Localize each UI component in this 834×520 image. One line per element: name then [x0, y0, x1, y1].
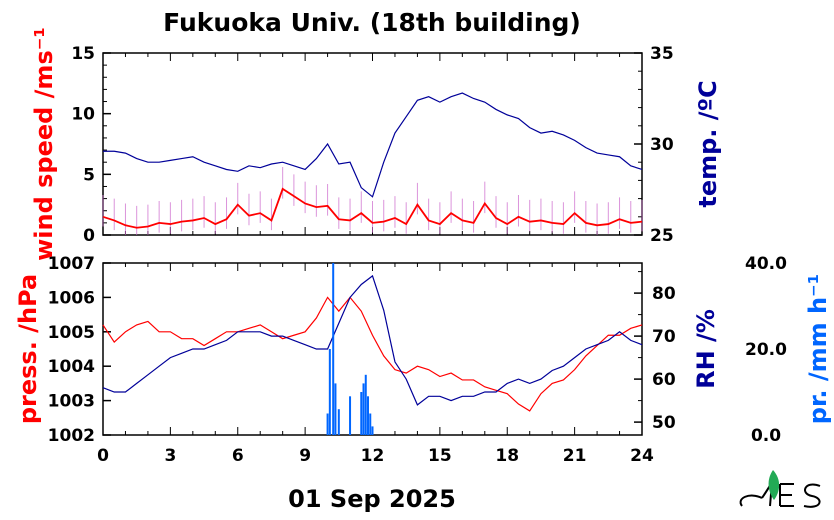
precip-bar	[369, 413, 372, 435]
pressure-tick-label: 1007	[48, 254, 95, 274]
hour-tick-label: 24	[630, 446, 654, 466]
hour-tick-label: 9	[299, 446, 311, 466]
bottom-x-axis: 0 3 6 9 12 15 18 21 24	[97, 263, 654, 466]
precip-bar	[337, 409, 340, 435]
precip-tick-label: 40.0	[745, 254, 787, 274]
wind-tick-label: 5	[83, 165, 95, 185]
precip-bar	[328, 349, 331, 435]
precip-bar	[362, 383, 365, 435]
hour-tick-label: 0	[97, 446, 109, 466]
top-panel: 0 5 10 15 25 30 35 wind speed /ms⁻¹ temp. /ºC	[30, 27, 722, 261]
pressure-tick-label: 1002	[48, 426, 95, 446]
rh-tick-label: 70	[652, 327, 676, 347]
wind-tick-label: 15	[71, 44, 95, 64]
rh-tick-label: 50	[652, 413, 676, 433]
hour-tick-label: 6	[232, 446, 244, 466]
rh-axis-label: RH /%	[692, 309, 720, 389]
precip-bar	[367, 396, 370, 435]
temp-tick-label: 35	[650, 44, 674, 64]
pressure-tick-label: 1006	[48, 288, 95, 308]
leaf-icon	[768, 470, 780, 500]
hour-tick-label: 15	[428, 446, 452, 466]
pressure-line	[102, 296, 643, 412]
wind-tick-label: 0	[83, 226, 95, 246]
temp-axis-label: temp. /ºC	[694, 80, 722, 207]
bottom-left-axis: 1002 1003 1004 1005 1006 1007	[48, 254, 111, 446]
temp-tick-label: 25	[650, 226, 674, 246]
wind-speed-line	[102, 187, 643, 229]
date-label: 01 Sep 2025	[288, 485, 456, 513]
precip-bar	[332, 263, 335, 435]
hour-tick-label: 12	[361, 446, 385, 466]
precip-bar	[349, 396, 352, 435]
pressure-tick-label: 1004	[48, 357, 95, 377]
wind-tick-label: 10	[71, 105, 95, 125]
logo	[739, 470, 821, 508]
precip-bar	[326, 413, 329, 435]
pressure-axis-label: press. /hPa	[14, 274, 42, 424]
wind-gust-band	[102, 167, 643, 235]
chart-title: Fukuoka Univ. (18th building)	[163, 8, 581, 37]
precip-tick-label: 20.0	[745, 340, 787, 360]
temp-tick-label: 30	[650, 135, 674, 155]
precip-tick-label: 0.0	[751, 426, 781, 446]
wind-speed-axis-label: wind speed /ms⁻¹	[30, 27, 58, 261]
hour-tick-label: 21	[563, 446, 587, 466]
top-series-group	[102, 92, 643, 235]
precip-axis-label: pr. /mm h⁻¹	[804, 274, 832, 424]
bottom-right-axis: 50 60 70 80	[634, 271, 676, 433]
precip-bar	[371, 426, 374, 435]
bottom-series-group	[102, 263, 643, 435]
precip-axis: 0.0 20.0 40.0	[745, 254, 787, 446]
bottom-plot-frame	[102, 262, 643, 436]
rh-tick-label: 60	[652, 370, 676, 390]
precip-bar	[360, 392, 363, 435]
precip-bar	[364, 374, 367, 435]
hour-tick-label: 3	[164, 446, 176, 466]
rh-line	[102, 274, 643, 406]
temperature-line	[103, 92, 643, 198]
hour-tick-label: 18	[495, 446, 519, 466]
top-right-axis: 25 30 35	[634, 44, 674, 246]
top-left-axis: 0 5 10 15	[71, 44, 111, 246]
rh-tick-label: 80	[652, 284, 676, 304]
pressure-tick-label: 1005	[48, 323, 95, 343]
pressure-tick-label: 1003	[48, 392, 95, 412]
precip-bar	[334, 383, 337, 435]
